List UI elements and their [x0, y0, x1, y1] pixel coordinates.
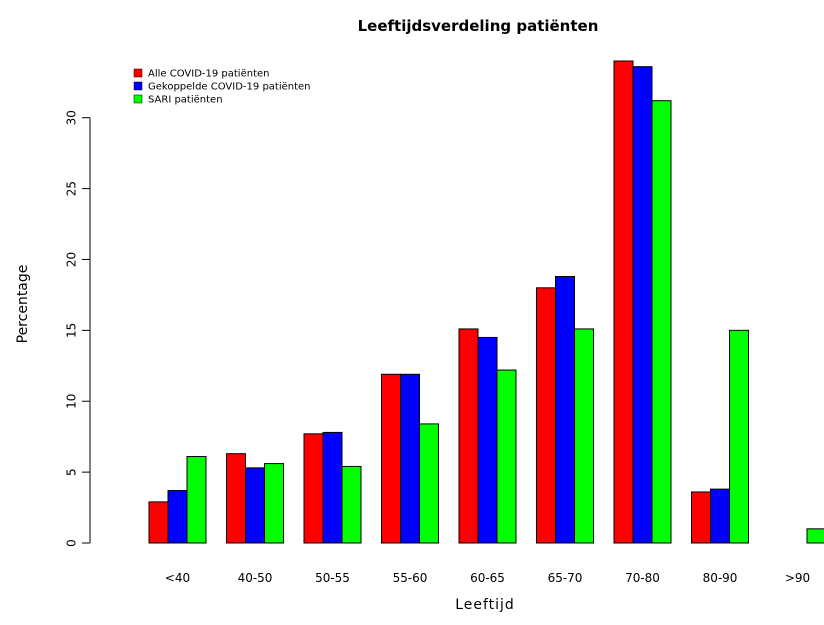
- bar: [341, 465, 362, 544]
- chart-title: Leeftijdsverdeling patiënten: [358, 17, 599, 35]
- y-tick-label: 20: [65, 252, 79, 267]
- bar: [458, 328, 479, 544]
- bar: [574, 328, 594, 544]
- bar: [148, 501, 169, 544]
- x-tick-label: 80-90: [703, 571, 738, 585]
- bar: [651, 100, 672, 544]
- legend-swatch: [133, 68, 143, 78]
- x-tick-label: 55-60: [393, 571, 428, 585]
- bar: [613, 60, 634, 544]
- bar: [496, 369, 517, 544]
- y-tick-label: 0: [65, 539, 79, 547]
- x-tick-label: 50-55: [315, 571, 350, 585]
- bar: [806, 528, 824, 544]
- legend-swatch: [133, 94, 143, 104]
- bar: [186, 456, 207, 544]
- y-tick-label: 5: [65, 468, 79, 476]
- bar: [477, 336, 498, 544]
- bar: [264, 463, 284, 544]
- legend-label: Gekoppelde COVID-19 patiënten: [148, 82, 311, 93]
- bar: [536, 287, 556, 544]
- y-tick-label: 15: [65, 323, 79, 338]
- bar: [710, 488, 730, 544]
- bars: [148, 60, 824, 544]
- x-tick-label: 40-50: [238, 571, 273, 585]
- bar: [322, 431, 343, 544]
- x-tick-label: 70-80: [625, 571, 660, 585]
- bar: [245, 467, 265, 544]
- x-tick-label: >90: [785, 571, 810, 585]
- bar: [419, 423, 439, 544]
- y-tick-label: 30: [65, 110, 79, 125]
- x-tick-labels: <40 40-50 50-55 55-60 60-65 65-70 70-80 80-90 >9…: [165, 571, 810, 585]
- legend-label: SARI patiënten: [148, 95, 223, 106]
- legend: Alle COVID-19 patiënten Gekoppelde COVID-…: [133, 68, 311, 106]
- legend-swatch: [133, 81, 143, 91]
- bar: [167, 490, 188, 544]
- bar: [729, 329, 749, 544]
- bar: [555, 275, 575, 544]
- bar: [400, 373, 420, 544]
- x-tick-label: 60-65: [470, 571, 505, 585]
- x-tick-label: <40: [165, 571, 190, 585]
- legend-label: Alle COVID-19 patiënten: [148, 69, 269, 80]
- bar: [691, 491, 711, 544]
- y-axis-label: Percentage: [15, 265, 31, 344]
- bar: [303, 433, 324, 544]
- y-tick-label: 25: [65, 181, 79, 196]
- y-tick-label: 10: [65, 394, 79, 409]
- x-axis-label: Leeftijd: [455, 597, 515, 613]
- bar: [226, 453, 246, 544]
- bar: [632, 66, 653, 544]
- bar: [381, 373, 401, 544]
- x-tick-label: 65-70: [548, 571, 583, 585]
- y-axis: 0 5 10 15 20 25 30: [65, 110, 91, 547]
